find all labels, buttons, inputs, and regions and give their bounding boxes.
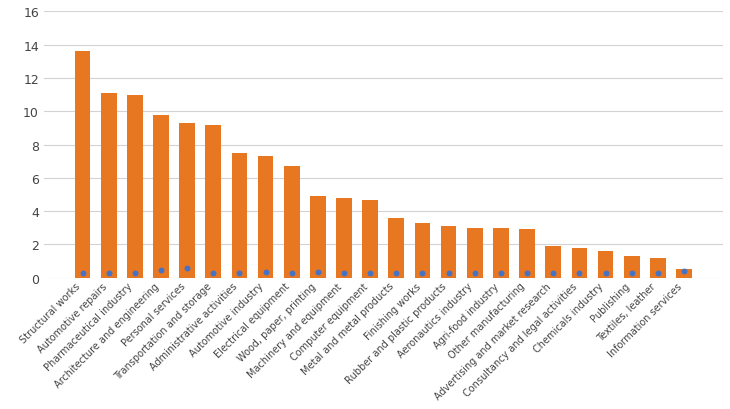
Bar [650,258,666,278]
Point [155,267,166,274]
Bar [572,248,587,278]
Point [260,269,272,276]
Bar [74,52,91,278]
Point [234,270,245,276]
Point [338,270,350,276]
Point [391,270,402,276]
Point [417,270,429,276]
Point [626,270,637,276]
Point [77,270,88,276]
Point [181,265,193,272]
Point [469,270,480,276]
Point [600,270,612,276]
Point [678,268,690,274]
Bar [258,157,274,278]
Bar [624,256,639,278]
Bar [362,200,378,278]
Point [312,269,323,276]
Bar [127,95,142,278]
Point [521,270,533,276]
Bar [545,247,561,278]
Point [364,270,376,276]
Bar [415,223,430,278]
Point [495,270,507,276]
Point [286,270,298,276]
Bar [284,167,299,278]
Point [652,270,664,276]
Point [574,270,585,276]
Point [443,270,455,276]
Bar [205,125,221,278]
Bar [337,198,352,278]
Bar [101,94,117,278]
Bar [467,228,483,278]
Bar [310,197,326,278]
Bar [493,228,509,278]
Bar [388,218,404,278]
Bar [519,230,535,278]
Point [548,270,559,276]
Bar [180,124,195,278]
Bar [231,153,247,278]
Point [207,270,219,276]
Point [103,270,115,276]
Bar [598,252,613,278]
Bar [441,227,456,278]
Bar [676,270,692,278]
Bar [153,115,169,278]
Point [129,270,141,276]
